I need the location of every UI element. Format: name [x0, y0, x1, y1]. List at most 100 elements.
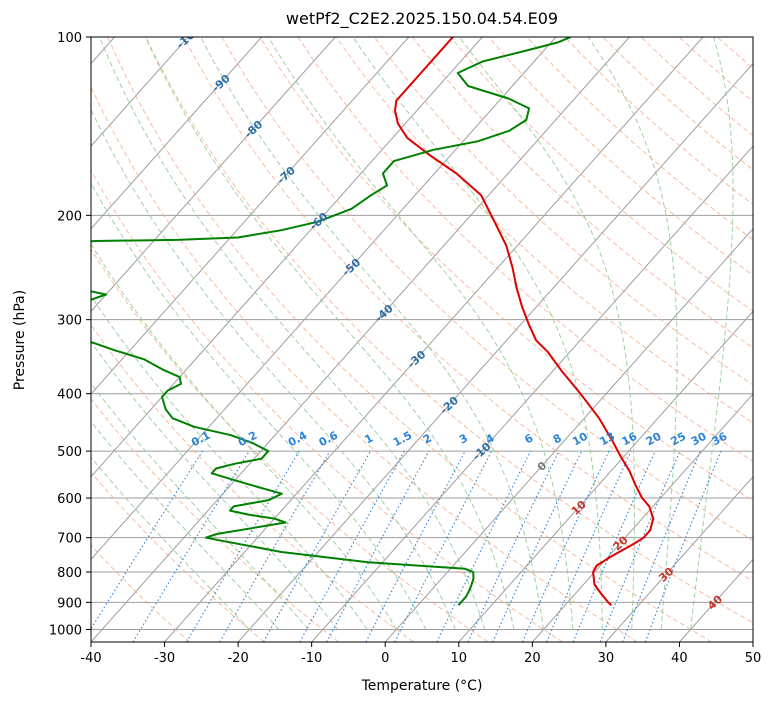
- x-tick-label: -20: [227, 651, 248, 666]
- isotherm-line: [91, 37, 483, 478]
- dry-adiabat-line: [488, 37, 753, 276]
- y-tick-label: 600: [57, 492, 82, 507]
- x-tick-label: 40: [671, 651, 688, 666]
- x-tick-label: -10: [301, 651, 322, 666]
- moist-adiabat-line: [458, 37, 636, 630]
- moist-adiabat-line: [91, 295, 368, 630]
- mixing-ratio-label: 1.5: [391, 429, 414, 450]
- mixing-ratio-line: [365, 450, 466, 642]
- y-tick-label: 700: [57, 532, 82, 547]
- isotherm-line: [91, 37, 263, 230]
- dry-adiabat-line: [259, 37, 753, 502]
- dry-adiabat-line: [107, 37, 713, 642]
- mixing-ratio-line: [436, 450, 531, 642]
- moist-adiabat-line: [91, 108, 456, 630]
- dry-adiabat-line: [91, 398, 340, 642]
- isotherm-line: [164, 37, 704, 642]
- x-tick-label: 0: [381, 651, 389, 666]
- moist-adiabat-line: [200, 37, 544, 630]
- moist-adiabat-line: [91, 420, 280, 630]
- moist-adiabat-line: [587, 37, 678, 630]
- dewpoint-profile-line: [91, 37, 571, 606]
- x-tick-label: 50: [745, 651, 762, 666]
- mixing-ratio-label: 0.2: [236, 429, 259, 450]
- mixing-ratio-line: [186, 450, 300, 642]
- moist-adiabat-line: [91, 456, 250, 630]
- mixing-ratio-line: [572, 450, 656, 642]
- dry-adiabat-line: [183, 37, 753, 582]
- isotherm-line: [237, 62, 753, 642]
- isotherm-line: [384, 228, 753, 642]
- x-tick-label: 30: [598, 651, 615, 666]
- isotherm-line: [91, 37, 189, 147]
- isotherm-line: [91, 37, 557, 561]
- dry-adiabat-line: [602, 37, 753, 171]
- dry-adiabat-line: [91, 85, 638, 642]
- y-tick-label: 800: [57, 566, 82, 581]
- x-tick-label: 20: [524, 651, 541, 666]
- dry-adiabat-line: [145, 37, 753, 624]
- mixing-ratio-line: [394, 450, 493, 642]
- isotherm-line: [752, 641, 753, 642]
- y-tick-label: 400: [57, 388, 82, 403]
- mixing-ratio-label: 10: [570, 430, 590, 449]
- x-tick-label: -30: [154, 651, 175, 666]
- dry-adiabat-line: [335, 37, 753, 424]
- mixing-ratio-line: [467, 450, 560, 642]
- mixing-ratio-line: [326, 450, 430, 642]
- dry-adiabat-line: [678, 37, 753, 103]
- mixing-ratio-line: [299, 450, 405, 642]
- temperature-profile-line: [394, 37, 655, 606]
- moist-adiabat-line: [91, 382, 309, 630]
- y-tick-label: 900: [57, 596, 82, 611]
- mixing-ratio-label: 16: [620, 430, 640, 449]
- dry-adiabat-line: [373, 37, 753, 386]
- isotherm-line: [91, 37, 336, 313]
- dry-adiabat-line: [91, 169, 563, 642]
- dry-adiabat-line: [450, 37, 753, 312]
- moist-adiabat-line: [144, 37, 515, 630]
- isotherm-line: [458, 310, 753, 642]
- mixing-ratio-label: 36: [710, 430, 730, 449]
- mixing-ratio-line: [91, 450, 203, 630]
- isotherm-line: [531, 393, 753, 642]
- plot-frame: [90, 36, 754, 643]
- mixing-ratio-line: [521, 450, 610, 642]
- mixing-ratio-label: 0.4: [286, 429, 310, 450]
- x-tick-label: -40: [80, 651, 101, 666]
- moist-adiabat-line: [91, 243, 397, 630]
- mixing-ratio-line: [622, 450, 701, 642]
- y-tick-label: 200: [57, 209, 82, 224]
- moist-adiabat-line: [690, 37, 734, 630]
- mixing-ratio-line: [546, 450, 632, 642]
- background-lines: [91, 37, 753, 642]
- isotherm-line: [605, 475, 753, 642]
- y-tick-label: 500: [57, 445, 82, 460]
- dry-adiabat-line: [221, 37, 753, 542]
- dry-adiabat-line: [716, 37, 753, 69]
- dry-adiabat-line: [640, 37, 753, 137]
- mixing-ratio-label: 13: [598, 430, 618, 449]
- isotherm-line: [91, 37, 410, 395]
- mixing-ratio-line: [263, 450, 371, 642]
- moist-adiabat-line: [267, 37, 574, 630]
- moist-adiabat-line: [352, 37, 603, 630]
- dry-adiabat-line: [526, 37, 753, 241]
- x-tick-label: 10: [451, 651, 468, 666]
- x-axis-label: Temperature (°C): [361, 678, 483, 694]
- y-tick-label: 300: [57, 314, 82, 329]
- dry-adiabat-line: [91, 324, 414, 642]
- dry-adiabat-line: [91, 544, 191, 642]
- axis-ticks: -40 -30 -20 -10 0 10 20 30 40 50 100 200 300 400 500 60…: [49, 31, 761, 666]
- dry-adiabat-line: [91, 471, 265, 642]
- mixing-ratio-label: 30: [689, 430, 709, 449]
- mixing-ratio-line: [644, 450, 722, 642]
- mixing-ratio-label: 3: [457, 431, 470, 446]
- chart-title: wetPf2_C2E2.2025.150.04.54.E09: [285, 9, 559, 28]
- mixing-ratio-label: 2: [421, 431, 434, 446]
- isotherm-line: [91, 37, 630, 642]
- dry-adiabat-line: [91, 248, 489, 642]
- y-tick-label: 100: [57, 31, 82, 46]
- mixing-ratio-label: 20: [644, 430, 664, 449]
